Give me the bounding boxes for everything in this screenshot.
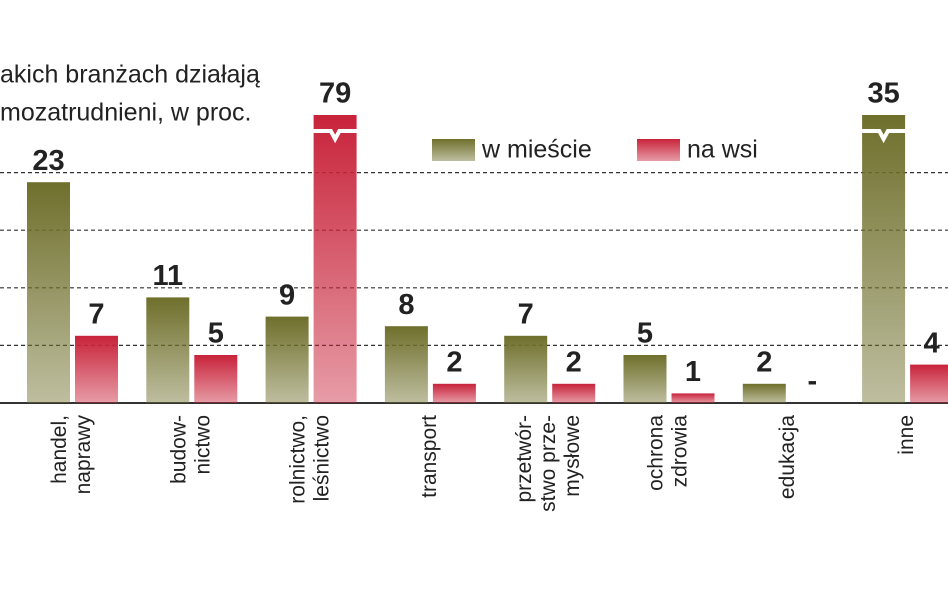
bar — [313, 115, 357, 403]
value-label: 7 — [88, 298, 104, 330]
value-label: 8 — [398, 289, 414, 321]
x-tick-label: ochronazdrowia — [644, 415, 691, 491]
bar — [742, 383, 786, 403]
value-label: 9 — [279, 279, 295, 311]
value-label: 23 — [32, 145, 64, 177]
bar — [504, 335, 548, 403]
x-tick-label: rolnictwo,leśnictwo — [286, 415, 333, 504]
x-tick-label: edukacja — [775, 415, 798, 499]
bar — [194, 355, 238, 403]
value-label: 35 — [867, 78, 899, 110]
value-label: 2 — [756, 346, 772, 378]
value-label: 11 — [152, 260, 183, 292]
bar — [671, 393, 715, 403]
bar — [265, 316, 309, 403]
legend-label: na wsi — [687, 136, 758, 164]
value-label: 2 — [566, 346, 582, 378]
x-tick-label: transport — [417, 415, 440, 498]
axis-break — [312, 129, 358, 144]
value-label: 5 — [208, 318, 224, 350]
bar — [75, 335, 118, 403]
chart-title: mozatrudnieni, w proc. — [0, 99, 252, 127]
bar — [552, 383, 596, 403]
value-label: 7 — [518, 298, 534, 330]
axis-break — [861, 129, 907, 144]
x-tick-label: budow-nictwo — [167, 415, 214, 484]
bar — [27, 182, 70, 403]
bar — [432, 383, 476, 403]
legend-swatch — [637, 139, 680, 161]
value-label: 1 — [685, 356, 701, 388]
value-label: - — [807, 366, 817, 398]
value-label: 4 — [924, 327, 940, 359]
bar — [384, 326, 428, 403]
value-label: 2 — [446, 346, 462, 378]
bar — [910, 364, 948, 403]
x-tick-label: przetwór-stwo prze-mysłowe — [513, 415, 584, 512]
x-tick-label: handel,naprawy — [48, 415, 95, 495]
value-label: 5 — [637, 318, 653, 350]
legend-label: w mieście — [481, 136, 592, 164]
bar — [623, 355, 667, 403]
x-tick-label: inne — [895, 415, 918, 455]
legend-swatch — [432, 139, 475, 161]
bar — [862, 115, 906, 403]
value-label: 79 — [319, 78, 351, 110]
bar — [146, 297, 190, 403]
chart-title: akich branżach działają — [0, 61, 260, 89]
